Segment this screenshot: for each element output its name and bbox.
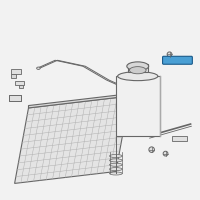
Bar: [11, 74, 16, 78]
FancyBboxPatch shape: [116, 76, 160, 136]
Ellipse shape: [110, 168, 122, 171]
Bar: [172, 136, 187, 141]
Ellipse shape: [163, 151, 168, 156]
Ellipse shape: [167, 52, 172, 57]
Ellipse shape: [110, 163, 122, 166]
Ellipse shape: [37, 67, 40, 69]
Ellipse shape: [149, 147, 154, 152]
FancyBboxPatch shape: [9, 95, 21, 101]
Ellipse shape: [127, 62, 149, 71]
Bar: [19, 85, 23, 88]
Ellipse shape: [129, 67, 146, 74]
Bar: [11, 69, 21, 74]
Polygon shape: [29, 94, 130, 108]
FancyBboxPatch shape: [163, 56, 192, 64]
Bar: [15, 81, 24, 85]
Ellipse shape: [110, 172, 122, 175]
Ellipse shape: [110, 154, 122, 158]
Ellipse shape: [118, 72, 158, 81]
Ellipse shape: [110, 159, 122, 162]
Polygon shape: [15, 96, 130, 183]
Bar: [9, 95, 21, 101]
Bar: [128, 64, 148, 72]
